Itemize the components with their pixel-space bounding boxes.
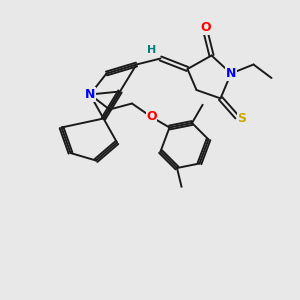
Text: S: S bbox=[238, 112, 247, 125]
Text: N: N bbox=[226, 67, 236, 80]
Text: N: N bbox=[85, 88, 95, 101]
Text: H: H bbox=[148, 45, 157, 55]
Text: O: O bbox=[146, 110, 157, 124]
Text: O: O bbox=[200, 21, 211, 34]
